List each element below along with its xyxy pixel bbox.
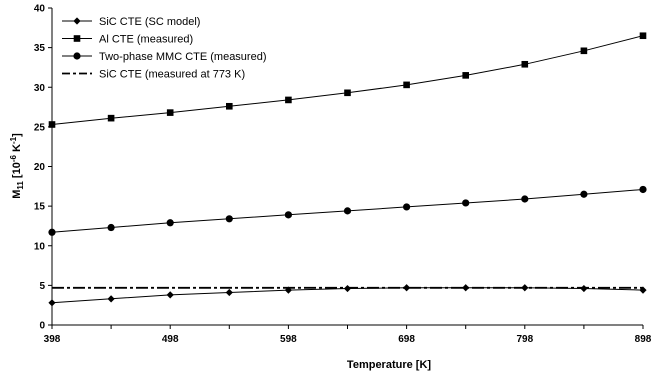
legend-label: SiC CTE (SC model) — [99, 16, 200, 28]
data-point — [166, 291, 174, 299]
y-axis-title-base: M — [11, 190, 23, 199]
y-tick-label: 20 — [34, 162, 46, 173]
y-tick-label: 10 — [34, 241, 46, 252]
y-tick-label: 0 — [39, 321, 45, 332]
data-point — [225, 215, 233, 223]
data-point — [226, 102, 233, 110]
data-point — [639, 185, 647, 194]
y-tick-label: 15 — [34, 202, 46, 213]
data-point — [107, 295, 115, 303]
data-point — [284, 211, 292, 219]
data-point — [107, 223, 115, 232]
data-point — [639, 32, 647, 40]
data-point — [403, 81, 410, 89]
data-point — [48, 299, 56, 307]
data-point — [403, 284, 411, 292]
x-tick-label: 498 — [162, 334, 179, 345]
legend-item: SiC CTE (measured at 773 K) — [62, 69, 245, 81]
series-layer — [48, 32, 647, 307]
x-tick-label: 698 — [398, 334, 415, 345]
series-3 — [48, 185, 647, 236]
legend-item: SiC CTE (SC model) — [62, 16, 200, 28]
legend-label: Al CTE (measured) — [99, 34, 193, 46]
legend-marker — [73, 52, 81, 60]
y-tick-label: 30 — [34, 83, 46, 94]
data-point — [462, 199, 470, 207]
x-tick-label: 798 — [516, 334, 533, 345]
y-tick-label: 40 — [34, 4, 46, 15]
data-point — [343, 207, 352, 215]
y-axis-title-end: ] — [11, 133, 23, 137]
y-axis-title-sup2: -1 — [9, 136, 18, 144]
axes: 0 5 10 15 20 25 30 35 40 398 498 598 698 798 898 — [34, 4, 652, 346]
legend-marker — [73, 17, 81, 25]
legend-label: SiC CTE (measured at 773 K) — [99, 69, 245, 81]
y-axis-title: M11 [10-6 K-1] — [9, 133, 25, 199]
x-tick-label: 898 — [635, 334, 652, 345]
y-axis-title-sup1: -6 — [9, 154, 18, 162]
x-tick-label: 398 — [44, 334, 61, 345]
data-point — [48, 228, 56, 236]
y-axis-title-mid: K — [11, 144, 23, 155]
data-point — [521, 60, 529, 68]
data-point — [580, 47, 588, 55]
y-tick-label: 5 — [39, 281, 45, 292]
data-point — [521, 195, 529, 203]
data-point — [107, 114, 115, 122]
legend-item: Two-phase MMC CTE (measured) — [62, 51, 267, 63]
y-tick-label: 35 — [34, 43, 46, 54]
data-point — [166, 219, 174, 227]
data-point — [462, 72, 469, 79]
legend-item: Al CTE (measured) — [62, 34, 193, 46]
data-point — [403, 203, 411, 211]
y-tick-label: 25 — [34, 122, 46, 133]
data-point — [166, 109, 174, 116]
series-2 — [48, 32, 647, 128]
data-point — [48, 121, 56, 128]
x-tick-label: 598 — [280, 334, 297, 345]
data-point — [580, 190, 588, 198]
legend: SiC CTE (SC model) Al CTE (measured) Two-p… — [62, 16, 267, 81]
data-point — [285, 96, 292, 104]
y-axis-title-rest: [10 — [11, 162, 23, 181]
data-point — [462, 284, 470, 292]
y-axis-title-sub: 11 — [16, 181, 25, 190]
legend-marker — [73, 35, 81, 42]
legend-label: Two-phase MMC CTE (measured) — [99, 51, 267, 63]
data-point — [344, 89, 351, 97]
x-axis-title: Temperature [K] — [347, 359, 431, 371]
data-point — [225, 288, 233, 297]
